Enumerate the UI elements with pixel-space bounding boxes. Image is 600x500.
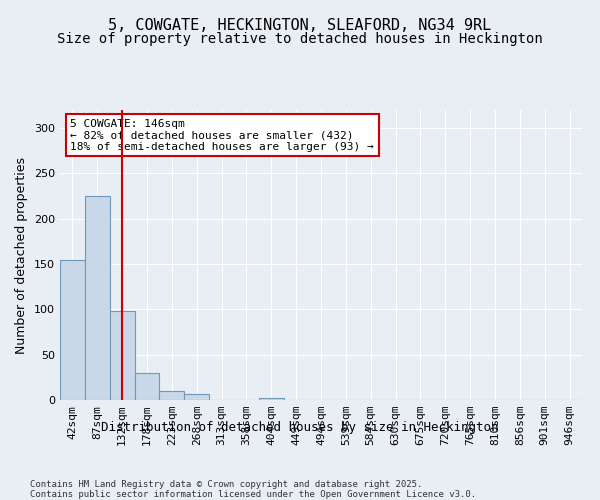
Text: Distribution of detached houses by size in Heckington: Distribution of detached houses by size …	[101, 421, 499, 434]
Bar	[60, 260, 85, 400]
Text: 5 COWGATE: 146sqm
← 82% of detached houses are smaller (432)
18% of semi-detache: 5 COWGATE: 146sqm ← 82% of detached hous…	[70, 118, 374, 152]
Bar	[160, 391, 184, 400]
Bar	[184, 394, 209, 400]
Y-axis label: Number of detached properties: Number of detached properties	[16, 156, 28, 354]
Bar	[259, 398, 284, 400]
Text: Size of property relative to detached houses in Heckington: Size of property relative to detached ho…	[57, 32, 543, 46]
Text: Contains HM Land Registry data © Crown copyright and database right 2025.
Contai: Contains HM Land Registry data © Crown c…	[30, 480, 476, 500]
Text: 5, COWGATE, HECKINGTON, SLEAFORD, NG34 9RL: 5, COWGATE, HECKINGTON, SLEAFORD, NG34 9…	[109, 18, 491, 32]
Bar	[85, 196, 110, 400]
Bar	[110, 311, 134, 400]
Bar	[134, 373, 160, 400]
